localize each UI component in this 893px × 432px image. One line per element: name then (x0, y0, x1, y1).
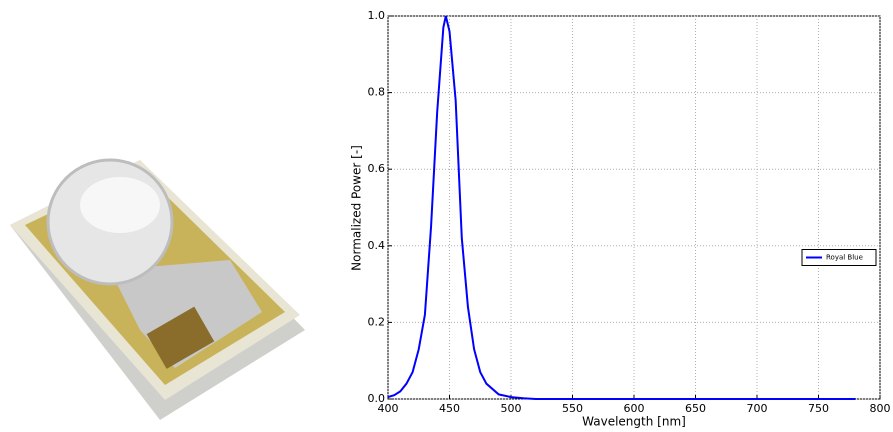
y-tick-label: 0.8 (368, 86, 386, 99)
x-tick-label: 550 (562, 402, 583, 415)
x-tick-label: 500 (501, 402, 522, 415)
x-tick-label: 700 (747, 402, 768, 415)
y-tick-label: 0.4 (368, 239, 386, 252)
y-tick-label: 0.6 (368, 162, 386, 175)
y-axis-label: Normalized Power [-] (350, 145, 364, 271)
y-tick-label: 0.0 (368, 392, 386, 405)
x-tick-label: 400 (378, 402, 399, 415)
led-photo (10, 158, 305, 420)
series-line (387, 15, 856, 400)
x-axis-label: Wavelength [nm] (582, 415, 686, 429)
x-tick-label: 800 (870, 402, 891, 415)
led-chip (146, 306, 215, 369)
legend-label: Royal Blue (826, 254, 863, 262)
y-tick-label: 1.0 (368, 9, 386, 22)
x-tick-label: 750 (808, 402, 829, 415)
led-lens-highlight (80, 177, 160, 233)
x-tick-label: 650 (685, 402, 706, 415)
x-tick-label: 450 (439, 402, 460, 415)
legend-box (801, 249, 877, 266)
x-tick-label: 600 (624, 402, 645, 415)
y-tick-label: 0.2 (368, 315, 386, 328)
